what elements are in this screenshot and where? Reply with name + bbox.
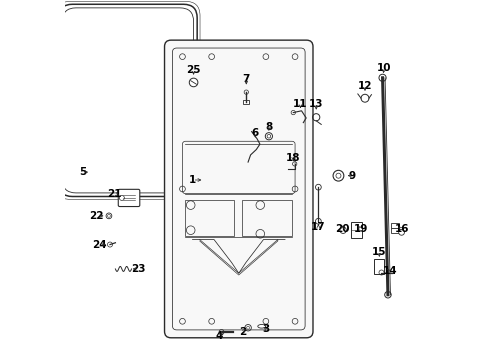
Text: 8: 8 (264, 122, 272, 132)
FancyBboxPatch shape (118, 189, 140, 207)
Text: 22: 22 (89, 211, 104, 221)
Text: 17: 17 (310, 222, 325, 232)
Circle shape (339, 227, 346, 233)
Text: 13: 13 (308, 99, 323, 109)
Bar (373, 259, 384, 274)
Text: 25: 25 (186, 64, 201, 75)
Text: 21: 21 (107, 189, 122, 199)
Bar (390, 228, 399, 233)
Text: 23: 23 (131, 264, 145, 274)
Text: 6: 6 (251, 129, 258, 138)
Text: 10: 10 (376, 63, 391, 73)
Circle shape (360, 94, 368, 102)
Text: 15: 15 (371, 247, 386, 257)
Circle shape (315, 219, 321, 224)
Text: 19: 19 (353, 225, 368, 234)
Circle shape (315, 184, 321, 190)
Text: 18: 18 (285, 153, 300, 163)
Bar (242, 200, 292, 235)
Text: 7: 7 (242, 74, 249, 84)
Text: 11: 11 (293, 99, 307, 109)
Circle shape (398, 229, 404, 235)
FancyBboxPatch shape (164, 40, 312, 338)
Bar (350, 222, 361, 238)
Circle shape (378, 74, 386, 81)
Text: 20: 20 (334, 225, 348, 234)
Text: 12: 12 (357, 81, 371, 91)
Text: 24: 24 (92, 239, 106, 249)
Text: 2: 2 (239, 327, 246, 337)
Circle shape (332, 170, 343, 181)
Text: 9: 9 (348, 171, 355, 181)
Circle shape (189, 78, 198, 87)
Circle shape (384, 292, 390, 298)
Text: 1: 1 (188, 175, 196, 185)
Text: 5: 5 (80, 167, 86, 177)
Text: 14: 14 (382, 266, 396, 276)
Bar (243, 100, 249, 104)
Circle shape (265, 133, 272, 140)
Text: 4: 4 (215, 331, 223, 341)
Bar (390, 223, 399, 228)
Text: 3: 3 (262, 324, 269, 334)
Text: 16: 16 (394, 225, 409, 234)
Ellipse shape (257, 324, 265, 328)
Bar (184, 200, 234, 235)
